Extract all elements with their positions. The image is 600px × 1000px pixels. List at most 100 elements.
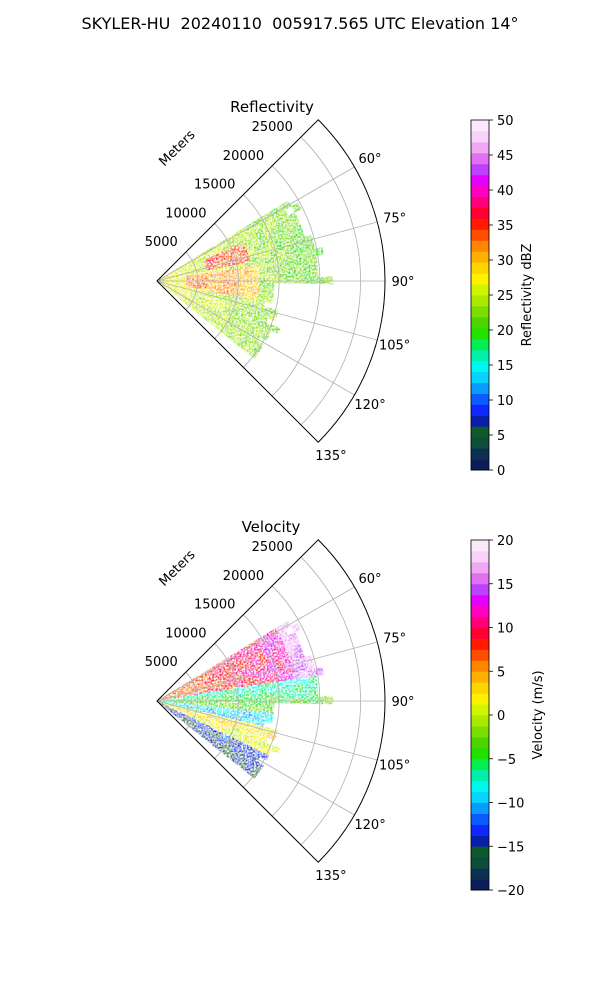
field-cell [274,277,282,284]
colorbar-swatch [471,174,489,187]
field-cell [303,696,312,704]
range-tick-label: 20000 [223,149,264,164]
azimuth-tick-label: 60° [359,152,382,167]
field-cell [308,255,318,264]
azimuth-tick-label: 105° [379,339,410,354]
azimuth-tick-label: 90° [391,275,414,290]
azimuth-tick-label: 60° [359,572,382,587]
colorbar-swatch [471,572,489,585]
velocity-grid [156,539,386,863]
field-cell [300,670,310,679]
field-cell [303,276,312,284]
colorbar-tick-label: −10 [497,797,524,812]
field-cell [251,693,260,699]
field-cell [273,686,282,694]
field-cell [266,697,275,704]
field-cell [307,668,317,678]
colorbar-swatch [471,824,489,836]
field-cell [272,681,282,688]
reflectivity-title: Reflectivity [230,98,314,116]
field-cell [248,769,259,779]
reflectivity-field [156,200,334,359]
colorbar-swatch [471,693,489,705]
field-cell [272,261,282,268]
field-cell [215,696,224,700]
field-cell [287,685,297,693]
velocity-azimuth-labels: 60° 75° 90° 105° 120° 135° [315,572,414,884]
field-cell [281,277,290,284]
colorbar-swatch [471,273,489,285]
colorbar-swatch [471,295,489,307]
azimuth-tick-label: 75° [383,631,406,646]
field-cell [266,267,275,274]
azimuth-spoke [156,700,355,816]
azimuth-spoke [156,641,378,702]
colorbar-swatch [471,371,489,383]
field-cell [294,677,303,686]
field-cell [244,698,253,703]
field-cell [281,691,290,698]
field-cell [310,696,319,705]
figure-title: SKYLER-HU 20240110 005917.565 UTC Elevat… [81,14,519,33]
field-cell [266,702,275,709]
colorbar-swatch [471,594,489,607]
field-cell [309,682,319,691]
field-cell [288,271,297,278]
field-cell [258,688,267,695]
field-cell [229,695,238,700]
field-cell [259,277,268,284]
field-cell [307,248,317,258]
field-cell [309,262,319,271]
range-tick-label: 5000 [145,235,178,250]
field-cell [251,702,260,708]
velocity-panel: Velocity 5000 10000 15000 20000 25000 60° 75°… [145,518,415,884]
colorbar-swatch [471,382,489,394]
field-cell [244,282,253,288]
velocity-colorbar-label: Velocity (m/s) [531,670,546,759]
field-cell [244,702,253,708]
azimuth-spoke [156,586,355,702]
colorbar-swatch [471,305,489,318]
field-cell [300,250,310,259]
azimuth-tick-label: 105° [379,759,410,774]
colorbar-swatch [471,207,489,219]
colorbar-tick-label: 45 [497,149,514,164]
field-cell [222,275,231,280]
azimuth-spoke [156,280,355,396]
field-cell [279,260,289,268]
field-cell [317,276,326,285]
field-cell [301,256,311,265]
field-cell [244,278,253,283]
colorbar-tick-label: 15 [497,578,514,593]
colorbar-swatch [471,284,489,296]
field-cell [200,697,209,701]
field-cell [291,622,302,633]
field-cell [287,258,296,267]
azimuth-tick-label: 135° [315,449,346,464]
field-cell [270,745,281,754]
colorbar-swatch [471,459,489,471]
field-cell [310,276,319,285]
field-cell [266,272,275,279]
colorbar-swatch [471,704,489,716]
velocity-range-labels: 5000 10000 15000 20000 25000 [145,540,293,670]
field-cell [252,698,260,703]
field-cell [301,676,311,685]
colorbar-tick-label: 40 [497,184,514,199]
field-cell [325,696,334,705]
field-cell [258,268,267,275]
field-cell [244,269,253,276]
colorbar-tick-label: −5 [497,753,516,768]
colorbar-swatch [471,240,489,252]
azimuth-spoke [156,700,378,761]
field-cell [244,689,253,696]
colorbar-swatch [471,846,489,858]
field-cell [259,702,268,708]
field-cell [222,695,231,700]
field-cell [295,696,304,704]
colorbar-swatch [471,262,489,274]
colorbar-swatch [471,404,489,416]
colorbar-swatch [471,349,489,362]
colorbar-swatch [471,550,489,563]
